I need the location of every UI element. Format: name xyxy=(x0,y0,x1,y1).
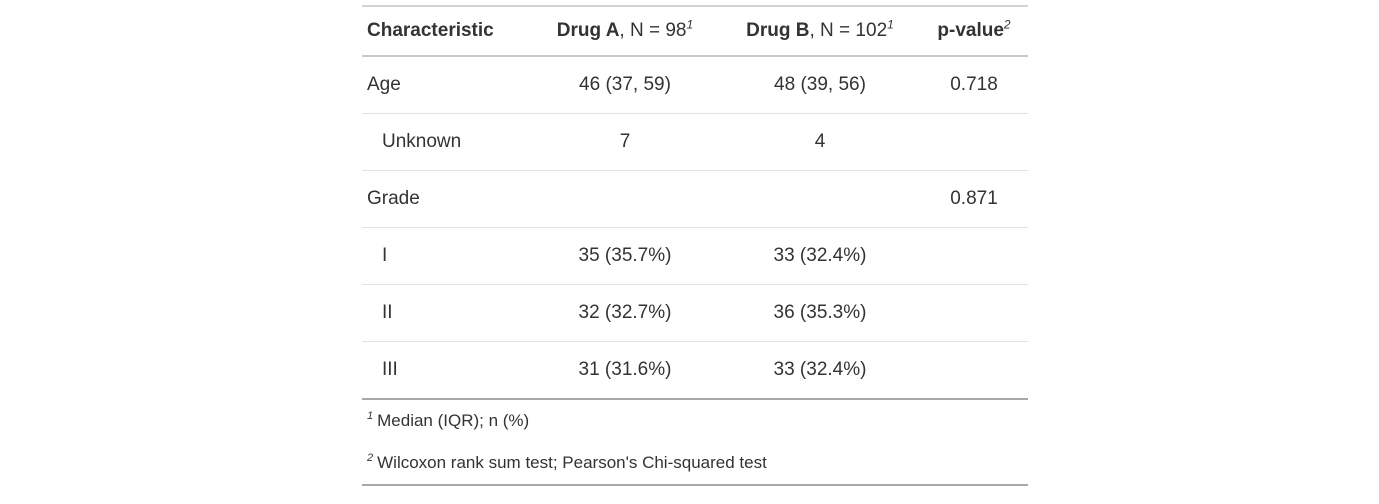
row-label: Grade xyxy=(362,170,530,228)
header-row: Characteristic Drug A, N = 981 Drug B, N… xyxy=(362,5,1028,57)
table-row-age-unknown: Unknown 7 4 xyxy=(362,113,1028,171)
col-header-drug-a-name: Drug A xyxy=(556,20,620,41)
stat-cell-drug-b: 33 (32.4%) xyxy=(720,227,920,285)
summary-table-container: Characteristic Drug A, N = 981 Drug B, N… xyxy=(362,5,1028,486)
footnote-row: 2 Wilcoxon rank sum test; Pearson's Chi-s… xyxy=(362,442,1028,485)
table-row-grade-3: III 31 (31.6%) 33 (32.4%) xyxy=(362,341,1028,399)
footnote-mark: 1 xyxy=(367,410,374,423)
footnote-mark: 2 xyxy=(1003,17,1011,32)
p-value-cell: 0.718 xyxy=(950,74,998,95)
col-header-characteristic: Characteristic xyxy=(362,5,530,57)
table-row-age: Age 46 (37, 59) 48 (39, 56) 0.718 xyxy=(362,56,1028,114)
table-header: Characteristic Drug A, N = 981 Drug B, N… xyxy=(362,5,1028,57)
col-header-drug-b-name: Drug B xyxy=(746,20,810,41)
stat-cell-drug-a: 7 xyxy=(530,113,720,171)
p-value-cell: 0.871 xyxy=(920,170,1028,228)
footnote-row: 1 Median (IQR); n (%) xyxy=(362,398,1028,442)
col-header-drug-b-n: , N = 102 xyxy=(809,20,888,41)
footnote-text: Wilcoxon rank sum test; Pearson's Chi-sq… xyxy=(377,453,767,472)
col-header-drug-b: Drug B, N = 1021 xyxy=(720,5,920,57)
col-header-drug-a: Drug A, N = 981 xyxy=(530,5,720,57)
footnote-text: Median (IQR); n (%) xyxy=(377,411,530,430)
footnote-mark: 1 xyxy=(887,17,894,32)
stat-cell-drug-b: 48 (39, 56) xyxy=(774,74,866,95)
stat-cell-drug-b: 4 xyxy=(720,113,920,171)
table-row-grade-1: I 35 (35.7%) 33 (32.4%) xyxy=(362,227,1028,285)
stat-cell-drug-a: 46 (37, 59) xyxy=(579,74,671,95)
col-header-drug-a-n: , N = 98 xyxy=(619,20,687,41)
stat-cell-drug-b: 33 (32.4%) xyxy=(720,341,920,399)
footnote-mark: 2 xyxy=(367,452,374,465)
summary-table: Characteristic Drug A, N = 981 Drug B, N… xyxy=(362,5,1028,486)
table-row-grade-2: II 32 (32.7%) 36 (35.3%) xyxy=(362,284,1028,342)
table-footnotes: 1 Median (IQR); n (%) 2 Wilcoxon rank sum … xyxy=(362,398,1028,485)
row-label: III xyxy=(362,341,530,399)
col-header-label: Characteristic xyxy=(367,20,494,41)
stat-cell-drug-a: 31 (31.6%) xyxy=(530,341,720,399)
p-value-cell xyxy=(920,227,1028,285)
table-row-grade: Grade 0.871 xyxy=(362,170,1028,228)
row-label: Age xyxy=(367,74,401,95)
stat-cell-drug-b: 36 (35.3%) xyxy=(720,284,920,342)
p-value-cell xyxy=(920,113,1028,171)
row-label: Unknown xyxy=(362,113,530,171)
footnote: 1 Median (IQR); n (%) xyxy=(362,398,1028,442)
col-header-p-value-name: p-value xyxy=(937,20,1004,41)
stat-cell-drug-b xyxy=(720,170,920,228)
footnote-mark: 1 xyxy=(686,17,694,32)
p-value-cell xyxy=(920,341,1028,399)
stat-cell-drug-a: 32 (32.7%) xyxy=(530,284,720,342)
stat-cell-drug-a xyxy=(530,170,720,228)
table-body: Age 46 (37, 59) 48 (39, 56) 0.718 Unknow… xyxy=(362,56,1028,399)
stat-cell-drug-a: 35 (35.7%) xyxy=(530,227,720,285)
row-label: II xyxy=(362,284,530,342)
row-label: I xyxy=(362,227,530,285)
footnote: 2 Wilcoxon rank sum test; Pearson's Chi-s… xyxy=(362,442,1028,485)
p-value-cell xyxy=(920,284,1028,342)
col-header-p-value: p-value2 xyxy=(920,5,1028,57)
